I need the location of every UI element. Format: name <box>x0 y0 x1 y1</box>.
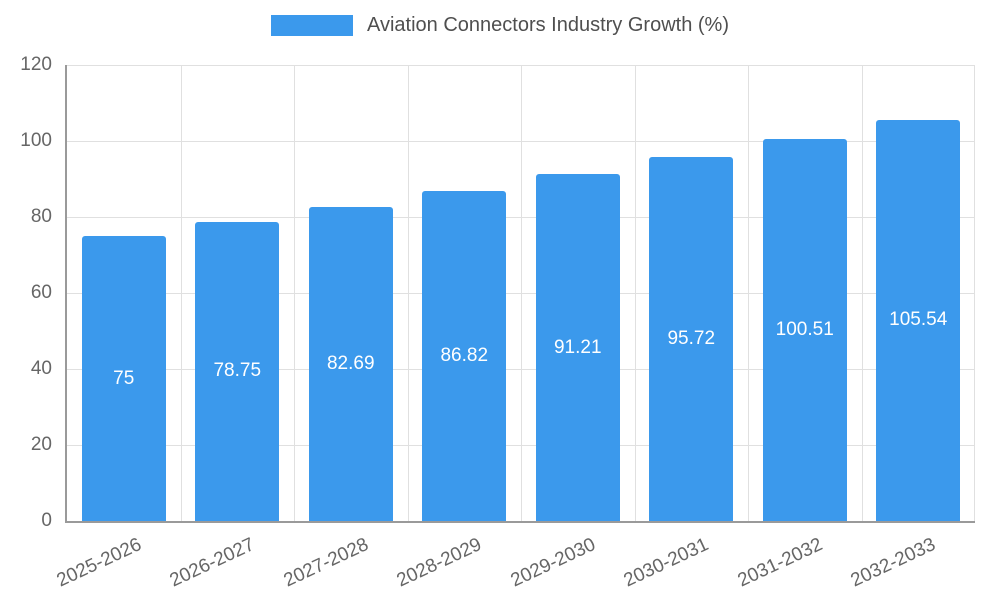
gridline-vertical <box>407 65 409 521</box>
gridline-vertical <box>294 65 295 521</box>
bar-value-label: 91.21 <box>553 336 602 358</box>
gridline-vertical <box>861 65 863 521</box>
y-tick-label: 80 <box>30 206 52 227</box>
y-tick-label: 120 <box>20 54 52 75</box>
gridline-vertical <box>748 65 749 521</box>
bar-2032-2033: 105.54 <box>876 119 961 521</box>
x-tick-label: 2026-2027 <box>166 534 259 592</box>
gridline-vertical <box>634 65 636 521</box>
bar-value-label: 105.54 <box>889 309 948 331</box>
y-tick-label: 40 <box>30 358 52 379</box>
x-tick-label: 2027-2028 <box>280 534 372 592</box>
bar-2028-2029: 86.82 <box>422 191 507 521</box>
legend: Aviation Connectors Industry Growth (%) <box>0 14 1000 37</box>
chart-title: Aviation Connectors Industry Growth (%) <box>366 14 729 36</box>
x-tick-label: 2030-2031 <box>620 534 713 592</box>
plot-area: 75 78.75 82.69 86.82 91.21 95.72 100.51 105.54 <box>65 65 975 523</box>
gridline-vertical <box>521 65 522 521</box>
y-tick-label: 100 <box>20 130 52 151</box>
bar-2027-2028: 82.69 <box>308 206 393 521</box>
y-tick-label: 60 <box>30 282 52 303</box>
bar-value-label: 95.72 <box>667 328 716 350</box>
gridline-vertical <box>974 65 975 521</box>
x-tick-label: 2025-2026 <box>53 534 145 592</box>
bar-value-label: 86.82 <box>440 345 489 367</box>
y-tick-label: 0 <box>41 510 52 531</box>
bar-value-label: 100.51 <box>775 319 834 341</box>
bar-2029-2030: 91.21 <box>535 174 620 521</box>
y-tick-label: 20 <box>30 434 52 455</box>
x-tick-label: 2029-2030 <box>507 534 599 592</box>
x-tick-label: 2032-2033 <box>847 534 940 592</box>
x-tick-label: 2028-2029 <box>393 534 486 592</box>
bar-value-label: 75 <box>113 367 135 389</box>
gridline-vertical <box>180 65 182 521</box>
bar-2030-2031: 95.72 <box>649 157 734 521</box>
bar-value-label: 78.75 <box>213 360 262 382</box>
bar-2026-2027: 78.75 <box>195 221 280 521</box>
bar-2025-2026: 75 <box>81 236 166 521</box>
legend-swatch <box>270 15 353 36</box>
bar-2031-2032: 100.51 <box>762 139 847 521</box>
bar-value-label: 82.69 <box>326 352 375 374</box>
x-tick-label: 2031-2032 <box>734 534 826 592</box>
